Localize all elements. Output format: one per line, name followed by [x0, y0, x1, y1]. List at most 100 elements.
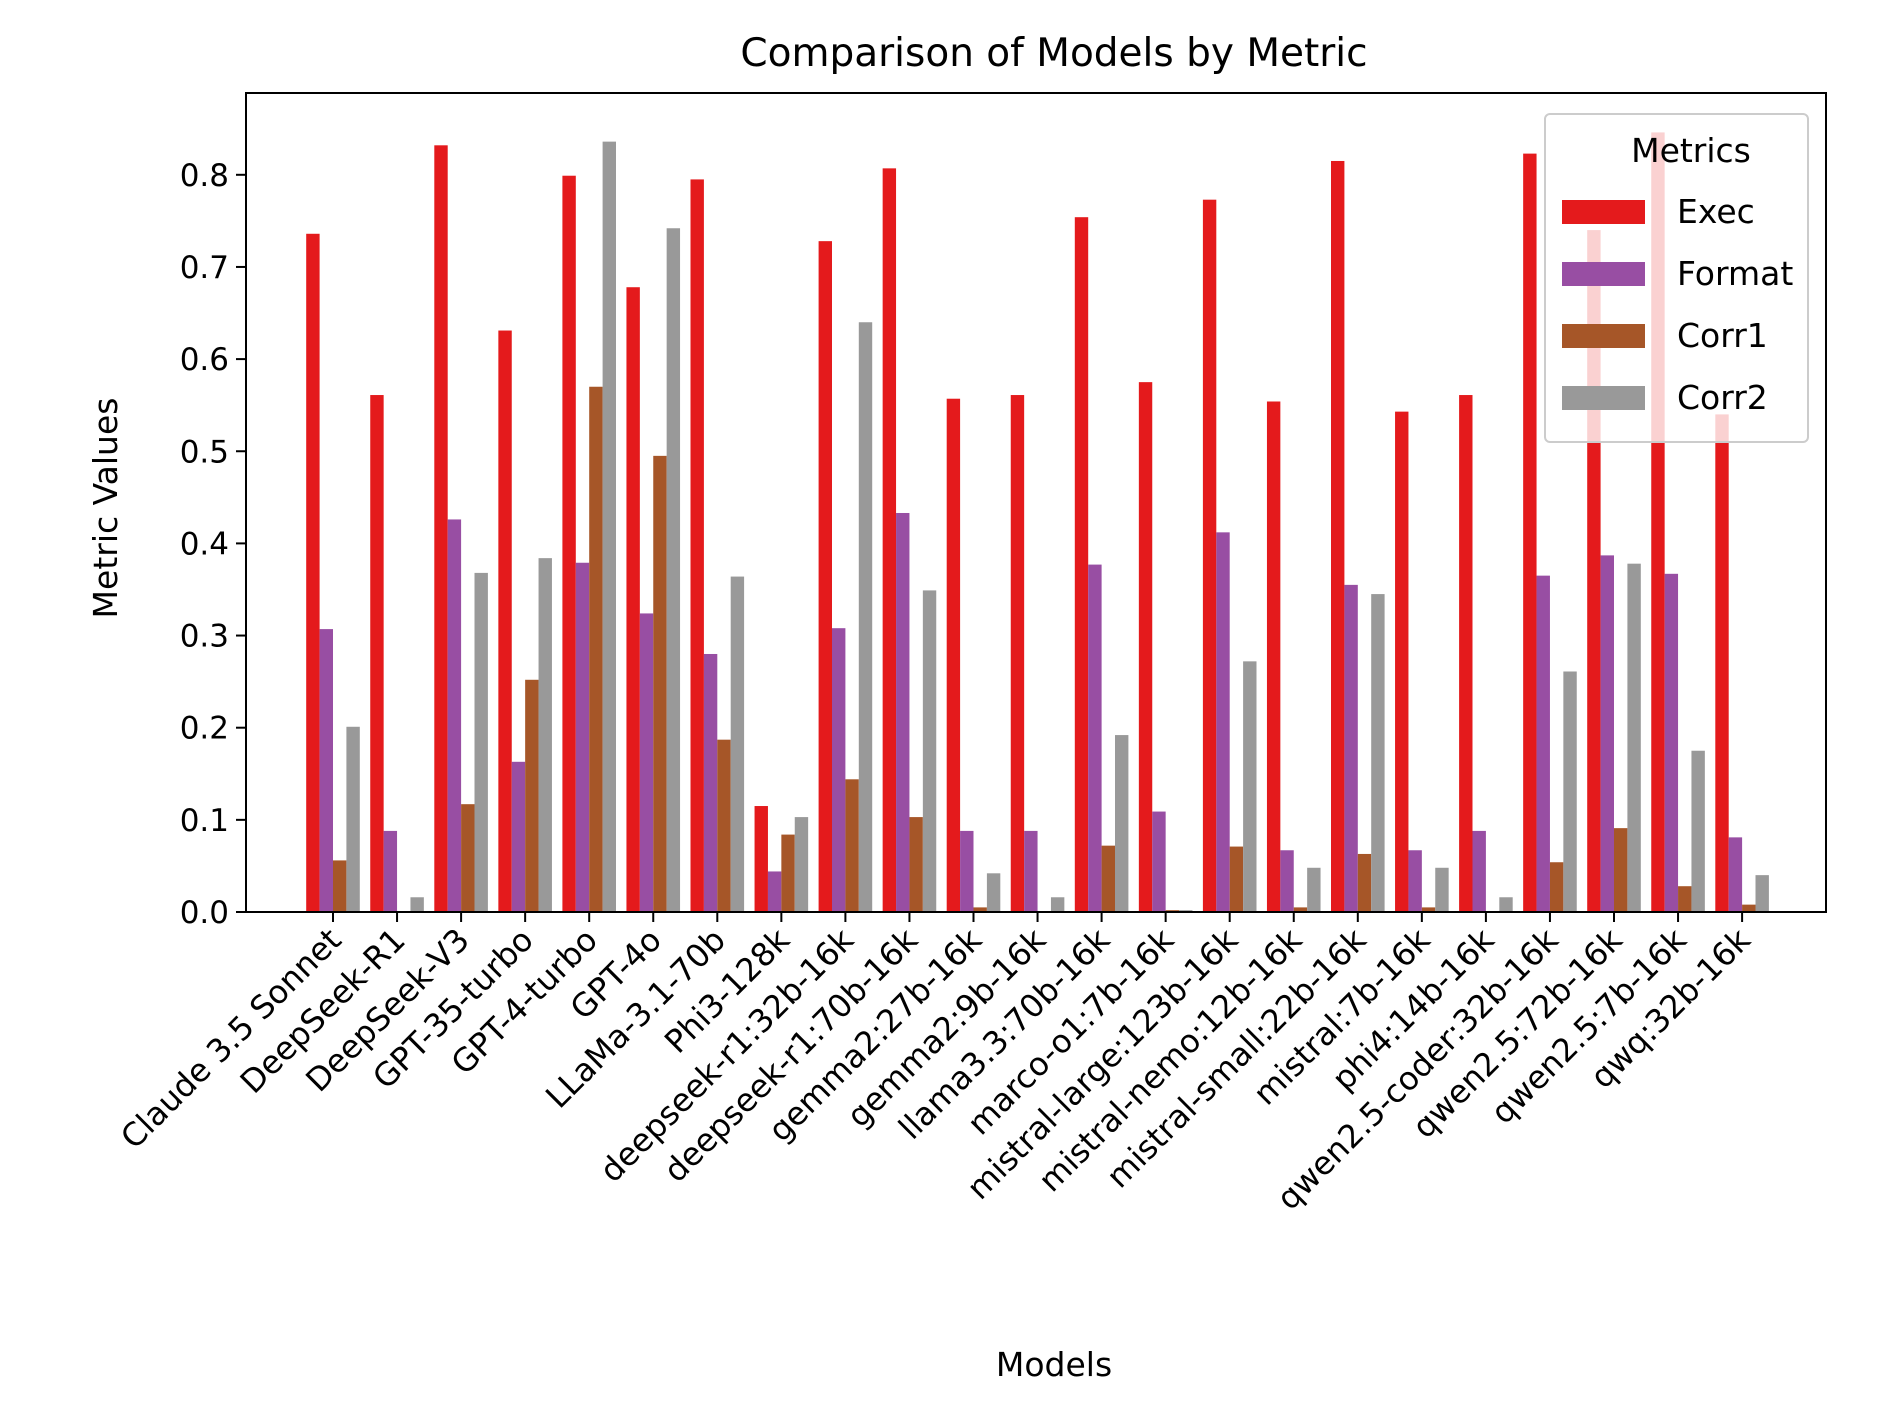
bar-corr2-10: [986, 873, 1001, 912]
x-axis-label: Models: [996, 1345, 1112, 1384]
bar-format-13: [1152, 811, 1166, 912]
bar-exec-7: [754, 806, 768, 912]
bar-corr2-2: [474, 572, 488, 912]
bar-corr2-9: [922, 590, 937, 912]
bar-corr1-2: [461, 804, 475, 912]
bar-format-9: [896, 512, 910, 912]
bar-corr2-11: [1050, 897, 1065, 912]
y-tick-label: 0.7: [180, 250, 229, 286]
bar-corr1-6: [717, 739, 731, 912]
y-tick-label: 0.8: [180, 158, 229, 194]
bar-format-2: [447, 519, 462, 912]
bar-format-3: [511, 761, 526, 912]
legend-title: Metrics: [1631, 131, 1751, 170]
bar-format-6: [703, 653, 718, 912]
bar-format-14: [1216, 532, 1230, 912]
bar-corr2-8: [858, 322, 873, 912]
bar-format-4: [575, 562, 590, 912]
bar-exec-16: [1331, 160, 1345, 913]
chart-title: Comparison of Models by Metric: [740, 31, 1367, 76]
bars-group: [306, 132, 1769, 913]
bar-exec-1: [370, 395, 384, 912]
bar-corr1-20: [1614, 828, 1628, 912]
bar-corr1-8: [845, 779, 859, 912]
legend: Metrics Exec Format Corr1 Corr2: [1544, 113, 1809, 443]
legend-box: [1544, 113, 1809, 443]
y-tick-label: 0.4: [180, 526, 229, 562]
bar-format-12: [1088, 564, 1102, 912]
bar-format-20: [1600, 555, 1614, 912]
bar-exec-12: [1074, 217, 1089, 912]
legend-label-exec: Exec: [1677, 192, 1755, 231]
bar-format-22: [1728, 837, 1743, 912]
bar-exec-15: [1266, 401, 1281, 912]
bar-exec-17: [1395, 411, 1409, 912]
bar-corr1-17: [1421, 907, 1436, 912]
bar-corr1-15: [1293, 907, 1308, 912]
bar-corr2-3: [538, 558, 552, 912]
bar-exec-14: [1202, 199, 1217, 912]
x-axis: Claude 3.5 SonnetDeepSeek-R1DeepSeek-V3G…: [113, 912, 1758, 1217]
legend-swatch-corr2: [1562, 386, 1645, 410]
bar-corr1-12: [1101, 845, 1115, 912]
bar-exec-9: [882, 168, 897, 913]
bar-corr2-6: [730, 576, 745, 912]
y-tick-label: 0.1: [180, 803, 229, 839]
bar-exec-6: [690, 179, 704, 912]
bar-format-15: [1280, 850, 1294, 912]
plot-frame: [245, 92, 1827, 913]
legend-label-corr2: Corr2: [1677, 378, 1768, 417]
legend-label-format: Format: [1677, 254, 1793, 293]
bar-exec-4: [562, 175, 576, 913]
bar-format-17: [1408, 850, 1422, 912]
y-axis-label: Metric Values: [86, 398, 125, 619]
bar-corr2-18: [1499, 897, 1513, 912]
bar-format-19: [1536, 575, 1550, 912]
bar-corr1-14: [1229, 846, 1244, 912]
bar-exec-10: [946, 398, 961, 913]
bar-exec-0: [306, 233, 320, 912]
bar-format-1: [383, 830, 398, 912]
bar-corr2-5: [666, 228, 681, 912]
bar-format-0: [319, 629, 333, 912]
bar-format-18: [1472, 830, 1486, 912]
legend-label-corr1: Corr1: [1677, 316, 1768, 355]
bar-exec-2: [434, 145, 448, 912]
bar-corr1-4: [589, 386, 603, 912]
bar-format-10: [960, 830, 974, 912]
bar-corr2-1: [410, 897, 424, 912]
y-tick-label: 0.6: [180, 342, 229, 378]
y-tick-label: 0.3: [180, 619, 229, 655]
bar-exec-22: [1715, 414, 1729, 912]
bar-corr1-7: [781, 834, 795, 912]
bar-exec-5: [626, 287, 640, 913]
bar-corr2-14: [1243, 661, 1257, 912]
bar-corr2-20: [1627, 563, 1641, 912]
bar-corr1-3: [525, 679, 539, 912]
bar-exec-13: [1138, 382, 1153, 912]
legend-swatch-format: [1562, 262, 1645, 286]
bar-corr2-17: [1435, 867, 1449, 912]
bar-corr1-9: [909, 817, 923, 912]
bar-corr1-10: [973, 907, 987, 912]
bar-corr2-19: [1563, 671, 1577, 912]
y-tick-label: 0.5: [180, 434, 229, 470]
bar-exec-8: [818, 241, 832, 912]
bar-corr2-16: [1371, 594, 1385, 912]
bar-corr1-16: [1357, 853, 1372, 912]
bar-exec-18: [1459, 395, 1473, 912]
bar-format-7: [767, 871, 782, 912]
bar-corr2-7: [794, 817, 809, 912]
bar-corr1-19: [1549, 862, 1564, 912]
bar-corr2-21: [1691, 750, 1705, 912]
bar-corr2-22: [1755, 875, 1769, 912]
bar-format-5: [639, 613, 654, 912]
bar-format-21: [1664, 573, 1679, 912]
bar-format-16: [1344, 584, 1358, 912]
y-axis: 0.0 0.1 0.2 0.3 0.4 0.5 0.6 0.7 0.8: [180, 158, 246, 931]
y-tick-label: 0.2: [180, 711, 229, 747]
bar-exec-3: [498, 330, 512, 912]
bar-corr2-0: [346, 726, 360, 912]
